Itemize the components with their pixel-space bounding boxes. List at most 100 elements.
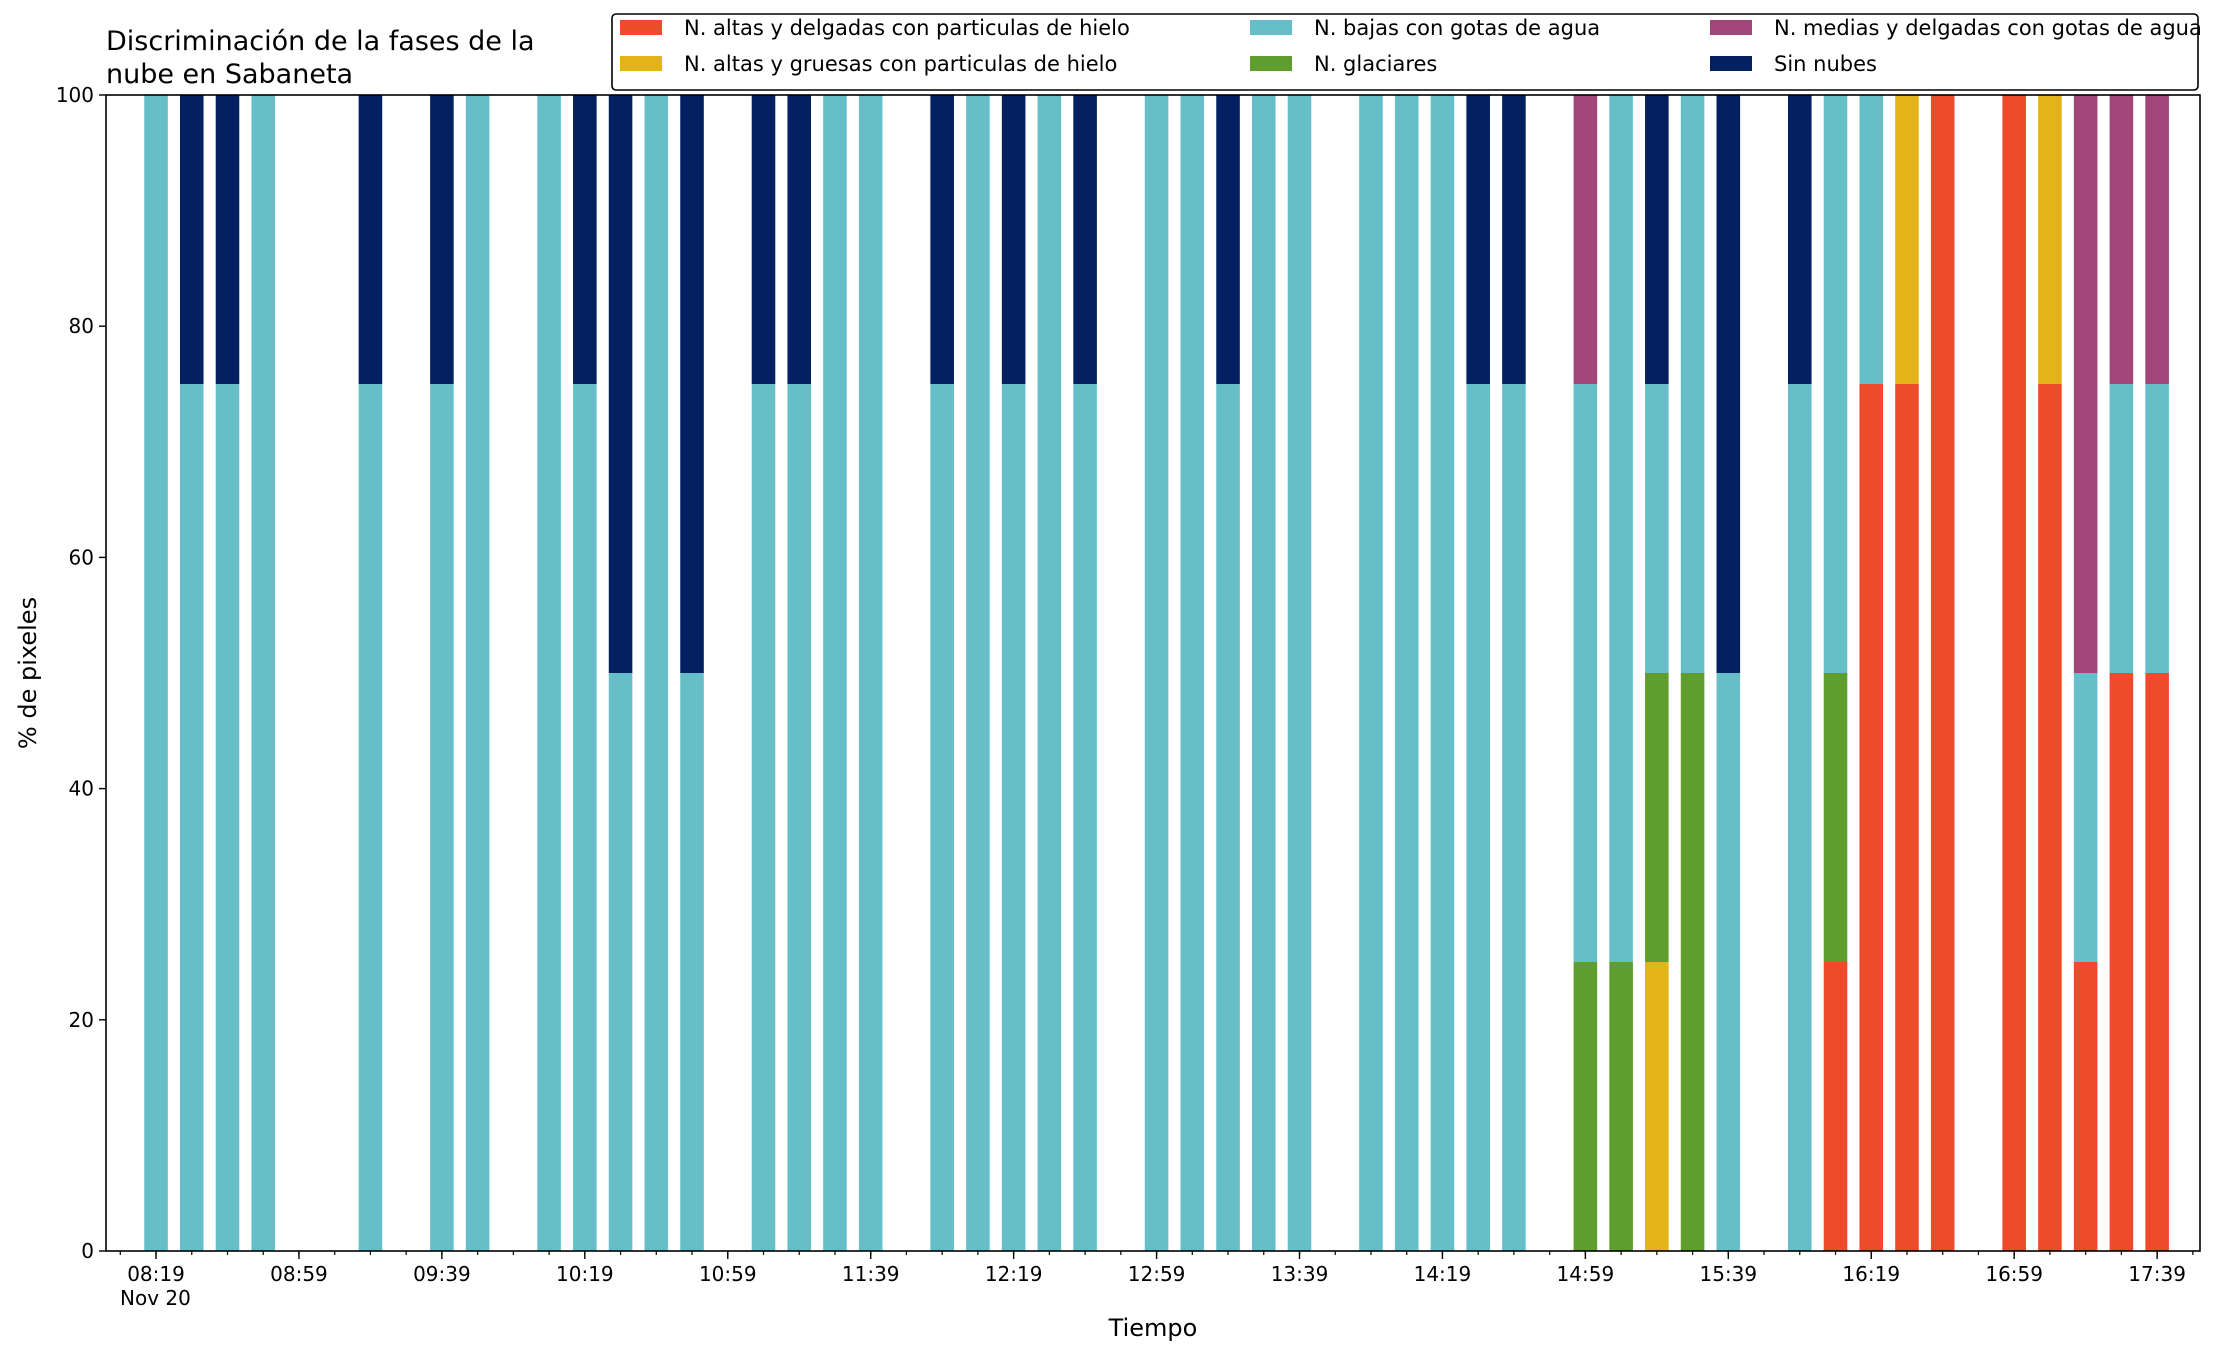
bar-segment — [2109, 95, 2134, 384]
bar-segment — [144, 95, 168, 1251]
x-tick-label: 12:19 — [985, 1262, 1043, 1286]
bar-segment — [1787, 384, 1812, 1251]
bar-segment — [465, 95, 490, 1251]
bar-segment — [1645, 962, 1669, 1251]
bar-segment — [2073, 673, 2098, 962]
x-tick-label: 15:39 — [1699, 1262, 1757, 1286]
y-axis-label: % de pixeles — [14, 597, 42, 749]
bar-segment — [1716, 95, 1741, 673]
bar-segment — [966, 95, 990, 1251]
bar-segment — [1466, 95, 1490, 384]
bar-segment — [1573, 962, 1598, 1251]
bar-segment — [1037, 95, 1062, 1251]
bar-segment — [2145, 95, 2169, 384]
legend-swatch — [1250, 20, 1292, 35]
bar-segment — [1359, 95, 1383, 1251]
bar-segment — [1180, 95, 1205, 1251]
bar-segment — [179, 95, 204, 384]
bar-segment — [215, 384, 240, 1251]
bar-segment — [430, 95, 454, 384]
bar-segment — [251, 95, 276, 1251]
bar-segment — [1466, 384, 1490, 1251]
plot-frame — [105, 94, 2201, 1252]
x-tick-label: 11:39 — [842, 1262, 900, 1286]
legend-label: N. altas y gruesas con particulas de hie… — [684, 52, 1117, 76]
bar-segment — [680, 673, 704, 1251]
bar-segment — [1859, 384, 1884, 1251]
bar-segment — [1287, 95, 1312, 1251]
bar-segment — [537, 95, 561, 1251]
x-axis-label: Tiempo — [1108, 1314, 1198, 1342]
legend-label: Sin nubes — [1774, 52, 1877, 76]
y-tick-label: 60 — [69, 545, 94, 569]
bar-segment — [1895, 95, 1919, 384]
bar-segment — [680, 95, 704, 673]
bar-segment — [1144, 95, 1169, 1251]
bar-segment — [1645, 384, 1669, 673]
bar-segment — [2073, 95, 2098, 673]
bar-segment — [179, 384, 204, 1251]
x-tick-label: 09:39 — [413, 1262, 471, 1286]
x-tick-label: 17:39 — [2128, 1262, 2186, 1286]
bar-segment — [1787, 95, 1812, 384]
bar-segment — [1430, 95, 1455, 1251]
bar-segment — [1573, 95, 1598, 384]
bar-segment — [2109, 384, 2134, 673]
bar-segment — [1609, 962, 1633, 1251]
x-tick-label: 16:19 — [1842, 1262, 1900, 1286]
bar-segment — [430, 384, 454, 1251]
bar-segment — [1502, 384, 1526, 1251]
bar-segment — [1680, 673, 1705, 1251]
bar-segment — [608, 673, 633, 1251]
legend-swatch — [1250, 56, 1292, 71]
legend-label: N. medias y delgadas con gotas de agua — [1774, 16, 2202, 40]
legend-swatch — [620, 56, 662, 71]
bar-segment — [1823, 95, 1848, 673]
bar-segment — [1001, 384, 1026, 1251]
legend-label: N. altas y delgadas con particulas de hi… — [684, 16, 1130, 40]
bar-segment — [1645, 673, 1669, 962]
bar-segment — [2145, 673, 2169, 1251]
y-tick-label: 100 — [56, 83, 94, 107]
legend-swatch — [620, 20, 662, 35]
y-tick-label: 20 — [69, 1008, 94, 1032]
bar-segment — [608, 95, 633, 673]
y-tick-label: 0 — [81, 1239, 94, 1263]
bar-segment — [2109, 673, 2134, 1251]
chart-title-line-1: Discriminación de la fases de la — [106, 26, 535, 57]
bar-segment — [1823, 962, 1848, 1251]
bar-segment — [930, 384, 954, 1251]
bar-segment — [2145, 384, 2169, 673]
bar-segment — [2002, 95, 2026, 1251]
bar-segment — [358, 384, 383, 1251]
bar-segment — [1073, 95, 1097, 384]
legend-box — [611, 13, 2199, 91]
bar-segment — [1001, 95, 1026, 384]
bar-segment — [751, 95, 776, 384]
bar-segment — [1716, 673, 1741, 1251]
bar-segment — [930, 95, 954, 384]
bar-segment — [215, 95, 240, 384]
bar-segment — [1645, 95, 1669, 384]
bar-segment — [787, 384, 812, 1251]
bar-segment — [1073, 384, 1097, 1251]
bar-segment — [1216, 384, 1240, 1251]
bar-segment — [1394, 95, 1419, 1251]
x-tick-label: 14:19 — [1414, 1262, 1472, 1286]
x-tick-label: 08:19 — [127, 1262, 185, 1286]
legend-label: N. bajas con gotas de agua — [1314, 16, 1600, 40]
bar-segment — [1823, 673, 1848, 962]
bar-segment — [2038, 384, 2062, 1251]
bar-segment — [787, 95, 812, 384]
y-tick-label: 80 — [69, 314, 94, 338]
bar-segment — [573, 384, 597, 1251]
legend: N. altas y delgadas con particulas de hi… — [611, 13, 2202, 91]
bar-segment — [823, 95, 847, 1251]
bar-segment — [573, 95, 597, 384]
bar-segment — [1609, 95, 1633, 962]
legend-label: N. glaciares — [1314, 52, 1437, 76]
x-tick-sublabel: Nov 20 — [120, 1286, 191, 1310]
x-tick-label: 12:59 — [1128, 1262, 1186, 1286]
